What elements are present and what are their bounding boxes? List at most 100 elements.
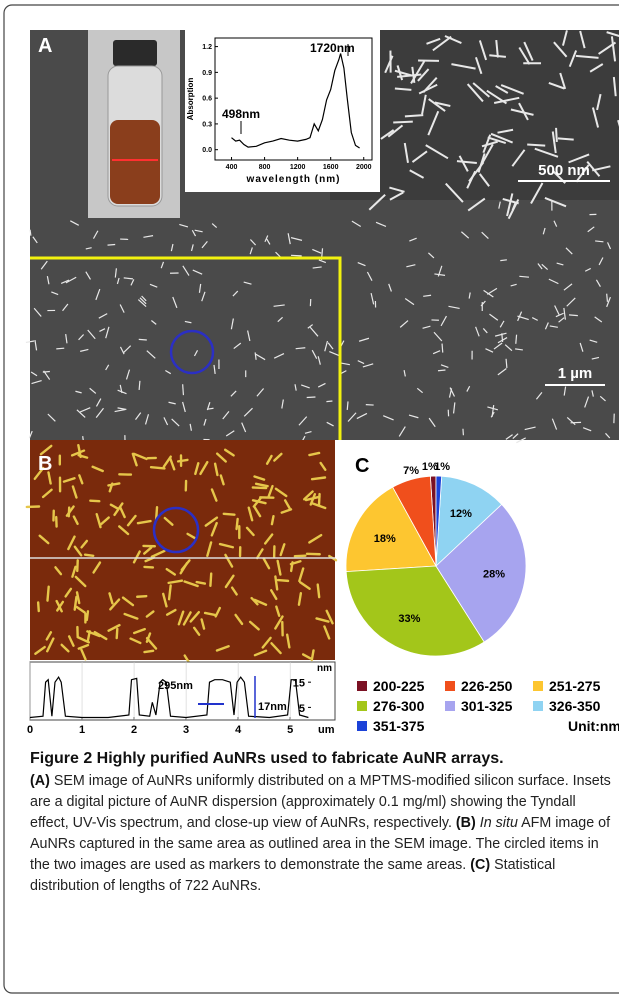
rod (139, 339, 147, 340)
value-label: 28% (483, 568, 505, 580)
y-tick-label: 1.2 (202, 44, 212, 51)
rod (278, 580, 288, 581)
rod (224, 514, 235, 515)
legend-swatch (357, 701, 367, 711)
rod (312, 650, 314, 659)
legend-label: 276-300 (373, 698, 425, 714)
legend-label: 301-325 (461, 698, 513, 714)
legend-note: Unit:nm (568, 718, 619, 734)
rod (516, 335, 517, 344)
legend-label: 226-250 (461, 678, 513, 694)
rod (607, 294, 608, 302)
x-tick-label: 0 (27, 724, 33, 736)
rod (38, 602, 39, 611)
legend-label: 251-275 (549, 678, 601, 694)
rod (291, 255, 302, 256)
rod (151, 467, 164, 468)
value-label: 7% (403, 465, 419, 477)
rod (47, 587, 48, 601)
panel-label: B (38, 453, 52, 475)
rod (144, 651, 153, 652)
rod (312, 478, 325, 480)
rod (253, 488, 266, 489)
caption: Figure 2 Highly purified AuNRs used to f… (30, 748, 615, 897)
caption-part: In situ (480, 815, 518, 831)
rod (318, 585, 319, 598)
y-axis-label: Absorption (186, 78, 195, 121)
rod (326, 401, 332, 402)
scale-bar-label: 1 µm (558, 365, 593, 382)
rod (90, 501, 99, 502)
rod (556, 128, 557, 142)
scale-bar (518, 180, 610, 182)
x-tick-label: 5 (287, 724, 293, 736)
x-tick-label: 2 (131, 724, 137, 736)
value-label: 12% (450, 508, 472, 520)
caption-title: Figure 2 Highly purified AuNRs used to f… (30, 748, 615, 769)
rod (197, 582, 205, 584)
vial-cap (113, 40, 157, 66)
y-axis-label: nm (317, 663, 332, 674)
x-axis-label: um (318, 724, 335, 736)
x-tick-label: 1600 (323, 164, 339, 171)
scale-bar-label: 500 nm (538, 162, 590, 179)
rod (438, 370, 445, 371)
x-tick-label: 3 (183, 724, 189, 736)
x-tick-label: 4 (235, 724, 242, 736)
legend-label: 326-350 (549, 698, 601, 714)
annotation: 17nm (258, 701, 287, 713)
y-tick-label: 0.6 (202, 96, 212, 103)
value-label: 18% (374, 533, 396, 545)
legend-label: 351-375 (373, 718, 425, 734)
panel-label: A (38, 35, 52, 57)
caption-part: (B) (456, 815, 476, 831)
rod (569, 315, 578, 316)
rod (169, 585, 171, 599)
x-tick-label: 1200 (290, 164, 306, 171)
caption-part: (A) (30, 773, 50, 789)
annotation: 295nm (158, 680, 193, 692)
vial-liquid (110, 120, 160, 204)
rod (139, 381, 140, 390)
rod (405, 115, 423, 116)
rod (558, 138, 574, 139)
legend-swatch (533, 681, 543, 691)
legend-label: 200-225 (373, 678, 425, 694)
annotation: 498nm (222, 107, 260, 121)
rod (87, 611, 88, 620)
panel-label: C (355, 455, 369, 477)
rod (307, 397, 316, 398)
rod (500, 260, 507, 261)
rod (117, 629, 118, 638)
value-label: 33% (398, 613, 420, 625)
caption-part: (C) (470, 857, 490, 873)
value-label: 1% (434, 461, 450, 473)
legend-swatch (445, 701, 455, 711)
scale-bar (545, 384, 605, 386)
x-tick-label: 400 (226, 164, 238, 171)
rod (506, 359, 507, 368)
rod (395, 88, 411, 89)
y-tick-label: 0.3 (202, 121, 212, 128)
legend-swatch (445, 681, 455, 691)
x-axis-label: wavelength (nm) (246, 174, 341, 185)
rod (210, 574, 211, 586)
rod (183, 384, 184, 395)
rod (527, 144, 545, 145)
rod (85, 555, 93, 556)
x-tick-label: 1 (79, 724, 85, 736)
legend-swatch (357, 721, 367, 731)
rod (272, 516, 274, 524)
rod (178, 460, 187, 461)
rod (108, 244, 116, 245)
legend-swatch (357, 681, 367, 691)
x-tick-label: 800 (259, 164, 271, 171)
rod (347, 401, 348, 409)
rod (393, 122, 413, 123)
legend-swatch (533, 701, 543, 711)
rod (442, 344, 443, 353)
x-tick-label: 2000 (356, 164, 372, 171)
y-tick-label: 0.9 (202, 70, 212, 77)
rod (30, 230, 31, 236)
rod (137, 596, 146, 597)
